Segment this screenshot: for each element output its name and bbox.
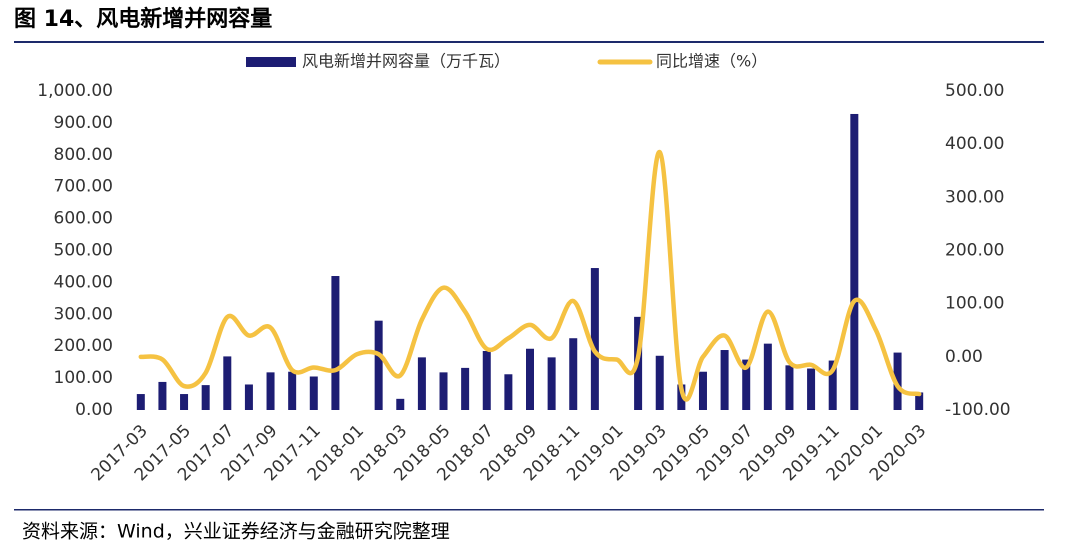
bar xyxy=(677,384,686,410)
bar xyxy=(569,338,578,410)
legend-swatch xyxy=(246,57,296,67)
y-tick-label: 400.00 xyxy=(54,272,113,292)
y-tick-label: 1,000.00 xyxy=(37,81,113,101)
bar xyxy=(482,350,491,410)
legend-label: 风电新增并网容量（万千瓦） xyxy=(302,52,510,71)
bar xyxy=(309,376,318,410)
y-tick-label: 600.00 xyxy=(54,209,113,229)
bar xyxy=(763,343,772,410)
bar xyxy=(244,384,253,410)
y2-tick-label: 0.00 xyxy=(945,347,983,367)
bar xyxy=(180,394,189,410)
y-tick-label: 100.00 xyxy=(54,368,113,388)
y2-tick-label: 500.00 xyxy=(945,81,1004,101)
bar xyxy=(698,371,707,410)
bar xyxy=(807,368,816,410)
legend-label: 同比增速（%） xyxy=(656,52,767,71)
bar xyxy=(785,365,794,410)
bar xyxy=(396,398,405,410)
bar xyxy=(201,385,210,410)
bar xyxy=(590,268,599,410)
y-tick-label: 0.00 xyxy=(75,400,113,420)
y-tick-label: 900.00 xyxy=(54,113,113,133)
bar xyxy=(331,276,340,410)
title-rule xyxy=(14,41,1044,43)
bar xyxy=(136,394,145,410)
bar xyxy=(417,357,426,410)
y2-tick-label: 300.00 xyxy=(945,187,1004,207)
y2-tick-label: 200.00 xyxy=(945,241,1004,261)
bar xyxy=(504,374,513,410)
bar xyxy=(439,372,448,410)
bar xyxy=(266,372,275,410)
line xyxy=(138,149,922,402)
bar xyxy=(850,113,859,410)
y2-tick-label: 400.00 xyxy=(945,134,1004,154)
y-tick-label: 200.00 xyxy=(54,336,113,356)
y-tick-label: 300.00 xyxy=(54,304,113,324)
y2-tick-label: 100.00 xyxy=(945,294,1004,314)
y-tick-label: 800.00 xyxy=(54,145,113,165)
y-tick-label: 700.00 xyxy=(54,177,113,197)
bar xyxy=(158,381,167,410)
bar xyxy=(547,357,556,410)
y-tick-label: 500.00 xyxy=(54,241,113,261)
bar xyxy=(720,350,729,410)
bar xyxy=(461,367,470,410)
source: 资料来源：Wind，兴业证券经济与金融研究院整理 xyxy=(22,521,450,543)
bar xyxy=(288,371,297,410)
bar xyxy=(915,392,924,410)
bar xyxy=(526,348,534,410)
source-rule xyxy=(14,509,1044,511)
bar xyxy=(893,352,902,410)
bar xyxy=(223,356,232,410)
bar xyxy=(828,360,837,410)
bar xyxy=(655,355,664,410)
bar xyxy=(374,320,383,410)
y2-tick-label: -100.00 xyxy=(945,400,1011,420)
chart-title: 图 14、风电新增并网容量 xyxy=(14,6,272,32)
bar xyxy=(742,359,751,410)
